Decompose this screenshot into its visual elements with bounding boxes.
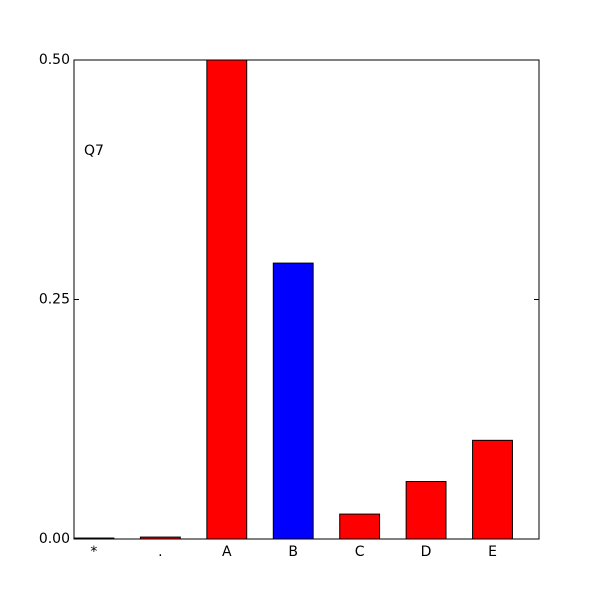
bar [405,481,447,540]
bar [472,439,513,540]
x-tick-label: . [158,544,162,560]
x-tick-label: B [288,544,298,560]
x-tick-label: D [421,544,432,560]
y-tick-label: 0.50 [39,52,70,68]
bar [339,513,381,540]
y-tick-label: 0.00 [39,531,70,547]
bar [272,262,314,540]
x-tick-label: E [488,544,497,560]
x-tick-label: C [355,544,365,560]
annotation: Q7 [84,143,104,159]
y-tick-label: 0.25 [39,292,70,308]
x-tick-label: A [222,544,232,560]
bar [206,59,248,540]
x-tick-label: * [90,544,97,560]
